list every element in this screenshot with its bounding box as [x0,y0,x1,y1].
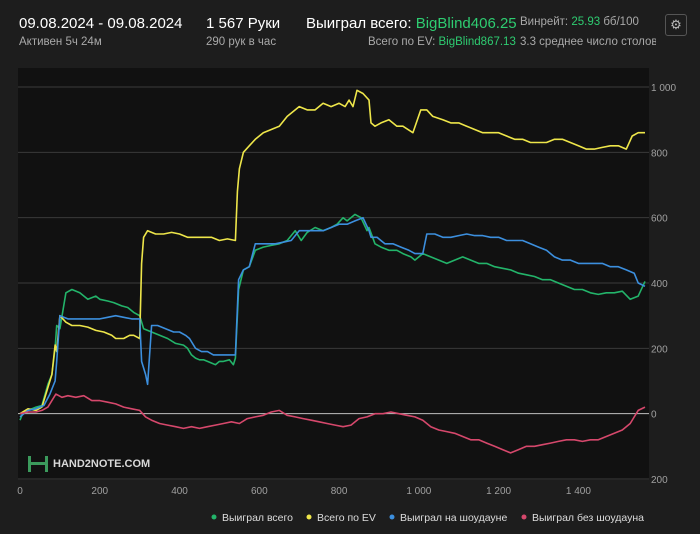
winrate-label: Винрейт: [520,16,569,28]
legend-marker [306,514,312,520]
x-tick-label: 600 [251,486,268,497]
y-tick-label: 200 [651,475,668,486]
legend-label: Выиграл на шоудауне [400,512,507,524]
y-tick-label: 200 [651,344,668,355]
x-tick-label: 1 200 [486,486,511,497]
hand2note-logo: HAND2NOTE.COM [28,456,150,472]
chart-svg [18,86,649,480]
avg-tables: 3.3 среднее число столов [520,36,656,48]
series-line [19,216,646,418]
y-tick-label: 400 [651,279,668,290]
won-total-value: BigBlind406.25 [415,15,517,32]
logo-text: HAND2NOTE.COM [53,457,151,470]
winrate: Винрейт: 25.93 бб/100 [520,16,639,28]
date-range: 09.08.2024 - 09.08.2024 [19,15,183,32]
chart-area [18,68,649,480]
series-line [19,89,645,415]
gear-icon[interactable]: ⚙ [665,14,687,36]
ev-total: Всего по EV: BigBlind867.13 [368,36,516,48]
series-line [19,393,646,454]
hands-per-hour: 290 рук в час [206,36,277,48]
y-tick-label: 800 [651,148,668,159]
winrate-unit: бб/100 [603,16,639,28]
legend-marker [211,514,217,520]
logo-icon [28,456,48,472]
y-tick-label: 0 [651,410,657,421]
legend-label: Всего по EV [317,512,376,524]
won-total-label: Выиграл всего: [306,15,412,32]
x-tick-label: 1 400 [566,486,591,497]
ev-label: Всего по EV: [368,36,436,48]
y-tick-label: 600 [651,214,668,225]
won-total: Выиграл всего: BigBlind406.25 [306,15,517,32]
legend-label: Выиграл всего [222,512,293,524]
legend-marker [521,514,527,520]
x-tick-label: 800 [331,486,348,497]
x-tick-label: 200 [91,486,108,497]
ev-value: BigBlind867.13 [438,36,516,48]
legend-marker [389,514,395,520]
x-tick-label: 400 [171,486,188,497]
active-time: Активен 5ч 24м [19,36,102,48]
winrate-value: 25.93 [571,16,601,28]
x-tick-label: 0 [17,486,23,497]
series-line [19,213,646,421]
hands-count: 1 567 Руки [206,15,281,32]
y-tick-label: 1 000 [651,83,676,94]
legend-label: Выиграл без шоудауна [532,512,644,524]
x-tick-label: 1 000 [406,486,431,497]
